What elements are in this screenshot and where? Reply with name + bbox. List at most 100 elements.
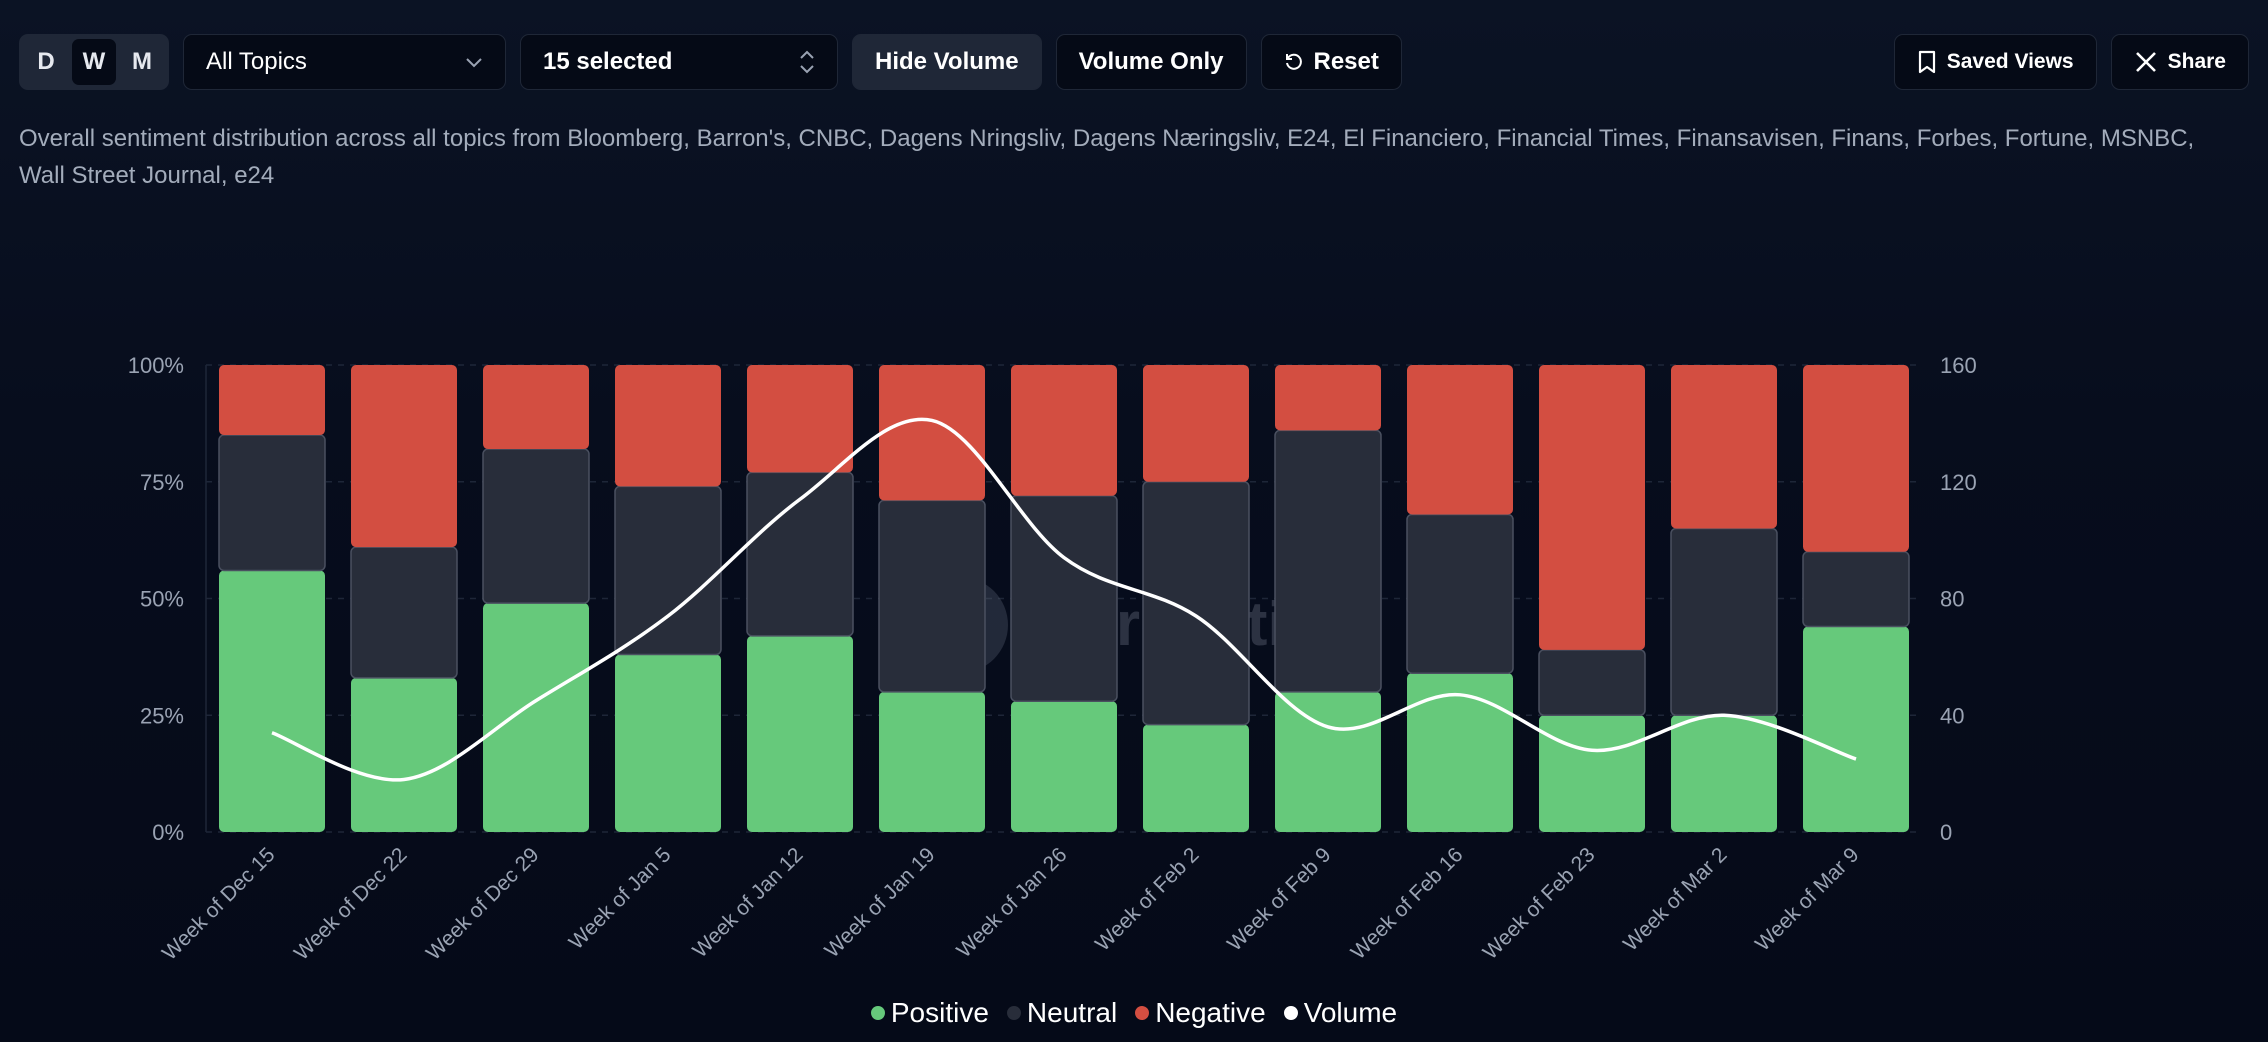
bar-positive <box>879 691 985 832</box>
bar-positive <box>1275 691 1381 832</box>
y-right-tick-label: 40 <box>1940 703 1964 728</box>
hide-volume-button[interactable]: Hide Volume <box>852 34 1042 90</box>
x-tick-label: Week of Jan 26 <box>952 843 1071 962</box>
x-tick-label: Week of Feb 16 <box>1347 843 1468 964</box>
legend-label: Negative <box>1155 997 1266 1028</box>
x-tick-label: Week of Jan 19 <box>820 843 939 962</box>
granularity-day[interactable]: D <box>37 48 55 75</box>
volume-line <box>271 417 1857 782</box>
legend-dot <box>1006 1006 1021 1020</box>
source-select[interactable]: 15 selected <box>520 34 838 90</box>
bar-positive <box>1407 673 1513 832</box>
legend-dot <box>1283 1006 1298 1020</box>
topic-select[interactable]: All Topics <box>183 34 506 90</box>
bar-positive <box>1539 715 1645 832</box>
chevron-up-down-icon <box>800 50 814 74</box>
x-tick-label: Week of Jan 12 <box>688 843 807 962</box>
x-tick-label: Week of Mar 2 <box>1619 843 1732 956</box>
topic-select-value: All Topics <box>206 48 307 75</box>
y-left-tick-label: 25% <box>140 703 184 728</box>
x-tick-label: Week of Dec 15 <box>158 843 280 965</box>
legend-label: Positive <box>890 997 989 1028</box>
bar-neutral <box>1010 495 1118 702</box>
x-logo-icon <box>2135 52 2156 72</box>
y-right-tick-label: 80 <box>1940 587 1964 612</box>
y-left-tick-label: 50% <box>140 587 184 612</box>
bar-positive <box>1011 701 1117 832</box>
x-tick-label: Week of Feb 23 <box>1479 843 1600 964</box>
bar-positive <box>1143 724 1249 832</box>
saved-views-button[interactable]: Saved Views <box>1893 34 2097 90</box>
bar-positive <box>1803 626 1909 832</box>
x-tick-label: Week of Jan 5 <box>565 843 676 954</box>
reset-label: Reset <box>1313 48 1379 75</box>
bar-neutral <box>746 471 854 637</box>
legend-negative[interactable]: Negative <box>1135 996 1266 1030</box>
share-label: Share <box>2167 50 2226 73</box>
y-right-tick-label: 120 <box>1940 470 1977 495</box>
bar-positive <box>747 635 853 832</box>
volume-only-label: Volume Only <box>1078 48 1224 75</box>
legend-label: Volume <box>1303 997 1398 1028</box>
chart-description: Overall sentiment distribution across al… <box>19 125 2195 189</box>
bar-negative <box>1011 365 1117 496</box>
y-right-tick-label: 0 <box>1940 820 1952 845</box>
bar-neutral <box>1142 481 1250 726</box>
legend-volume[interactable]: Volume <box>1283 996 1398 1030</box>
y-right-tick-label: 160 <box>1940 353 1977 378</box>
granularity-month[interactable]: M <box>132 48 152 75</box>
legend: Positive Neutral Negative Volume <box>0 996 2268 1030</box>
y-left-tick-label: 0% <box>152 820 184 845</box>
granularity-toggle: D W M <box>19 34 169 90</box>
bar-neutral <box>350 546 458 679</box>
volume-only-button[interactable]: Volume Only <box>1055 34 1247 90</box>
bar-negative <box>615 365 721 487</box>
bar-negative <box>879 365 985 501</box>
y-left-tick-label: 100% <box>128 353 184 378</box>
bar-positive <box>483 603 589 832</box>
hide-volume-label: Hide Volume <box>875 48 1019 75</box>
bar-negative <box>1143 365 1249 482</box>
bar-neutral <box>1670 527 1778 717</box>
bookmark-icon <box>1918 50 1935 74</box>
x-tick-label: Week of Feb 9 <box>1223 843 1336 956</box>
legend-neutral[interactable]: Neutral <box>1006 996 1118 1030</box>
legend-positive[interactable]: Positive <box>870 996 989 1030</box>
bar-neutral <box>1274 429 1382 693</box>
bar-positive <box>615 654 721 832</box>
legend-dot <box>1135 1006 1150 1020</box>
bar-neutral <box>1802 551 1910 628</box>
x-tick-label: Week of Dec 29 <box>422 843 544 965</box>
source-select-value: 15 selected <box>543 48 673 75</box>
x-tick-label: Week of Mar 9 <box>1751 843 1864 956</box>
bar-negative <box>1275 365 1381 431</box>
chevron-down-icon <box>466 58 482 68</box>
x-tick-label: Week of Dec 22 <box>290 843 412 965</box>
legend-dot <box>870 1006 885 1020</box>
legend-label: Neutral <box>1026 997 1118 1028</box>
share-button[interactable]: Share <box>2110 34 2249 90</box>
reset-icon <box>1285 53 1302 70</box>
bar-negative <box>1803 365 1909 552</box>
bar-positive <box>219 570 325 832</box>
bar-negative <box>1407 365 1513 515</box>
bar-negative <box>1539 365 1645 650</box>
saved-views-label: Saved Views <box>1946 50 2074 73</box>
bar-neutral <box>614 485 722 656</box>
bar-positive <box>1671 715 1777 832</box>
toolbar: D W M All Topics 15 selected Hide Volume… <box>19 34 2249 90</box>
bar-negative <box>219 365 325 436</box>
bar-neutral <box>482 448 590 604</box>
y-left-tick-label: 75% <box>140 470 184 495</box>
granularity-week[interactable]: W <box>72 39 116 85</box>
reset-button[interactable]: Reset <box>1260 34 1402 90</box>
bar-neutral <box>218 434 326 572</box>
bar-negative <box>747 365 853 473</box>
bar-negative <box>1671 365 1777 529</box>
bar-neutral <box>1406 513 1514 674</box>
bar-neutral <box>1538 649 1646 716</box>
bar-positive <box>351 677 457 832</box>
x-tick-label: Week of Feb 2 <box>1091 843 1204 956</box>
bar-negative <box>483 365 589 450</box>
